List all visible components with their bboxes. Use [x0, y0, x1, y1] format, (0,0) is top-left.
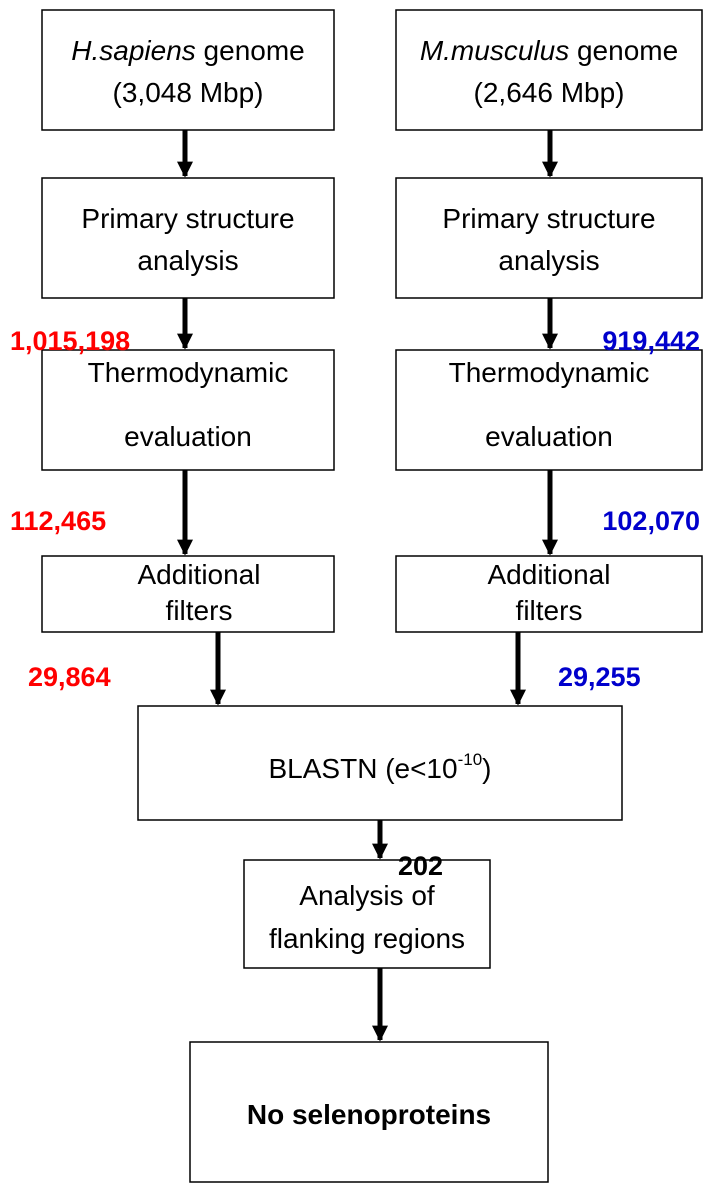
box	[395, 9, 703, 131]
count: 202	[398, 851, 443, 881]
node-label: BLASTN (e<10	[268, 753, 457, 784]
box	[41, 9, 335, 131]
box	[189, 1041, 549, 1183]
box	[41, 349, 335, 471]
node-detail: (2,646 Mbp)	[474, 77, 625, 108]
node-label: Primary structure	[81, 203, 294, 234]
node-label: Additional	[488, 559, 611, 590]
count: 29,255	[558, 662, 641, 692]
box	[395, 555, 703, 633]
box	[41, 177, 335, 299]
count: 919,442	[602, 326, 700, 356]
node-label: Additional	[138, 559, 261, 590]
node-detail: (3,048 Mbp)	[113, 77, 264, 108]
node-label: M.musculus genome	[420, 35, 678, 66]
superscript: -10	[458, 750, 483, 769]
node-label: genome	[204, 35, 305, 66]
node-label: Analysis of	[299, 880, 435, 911]
node-label: filters	[516, 595, 583, 626]
node-label: )	[482, 753, 491, 784]
box	[395, 349, 703, 471]
node-label: Primary structure	[442, 203, 655, 234]
node-label: Thermodynamic	[449, 357, 650, 388]
box	[41, 555, 335, 633]
count: 112,465	[10, 506, 106, 536]
node-label: Thermodynamic	[88, 357, 289, 388]
node-label: No selenoproteins	[247, 1099, 491, 1130]
arrows	[176, 130, 559, 1042]
node-label: filters	[166, 595, 233, 626]
species: M.musculus	[420, 35, 569, 66]
node-label: H.sapiens genome	[71, 35, 304, 66]
species: H.sapiens	[71, 35, 196, 66]
node-label: evaluation	[485, 421, 613, 452]
box	[395, 177, 703, 299]
node-label: analysis	[498, 245, 599, 276]
count: 29,864	[28, 662, 111, 692]
box	[137, 705, 623, 821]
node-label: analysis	[137, 245, 238, 276]
count: 1,015,198	[10, 326, 130, 356]
node-label: evaluation	[124, 421, 252, 452]
node-label: flanking regions	[269, 923, 465, 954]
box	[243, 859, 491, 969]
node-label: genome	[577, 35, 678, 66]
count: 102,070	[602, 506, 700, 536]
node-label: BLASTN (e<10-10)	[268, 750, 491, 784]
